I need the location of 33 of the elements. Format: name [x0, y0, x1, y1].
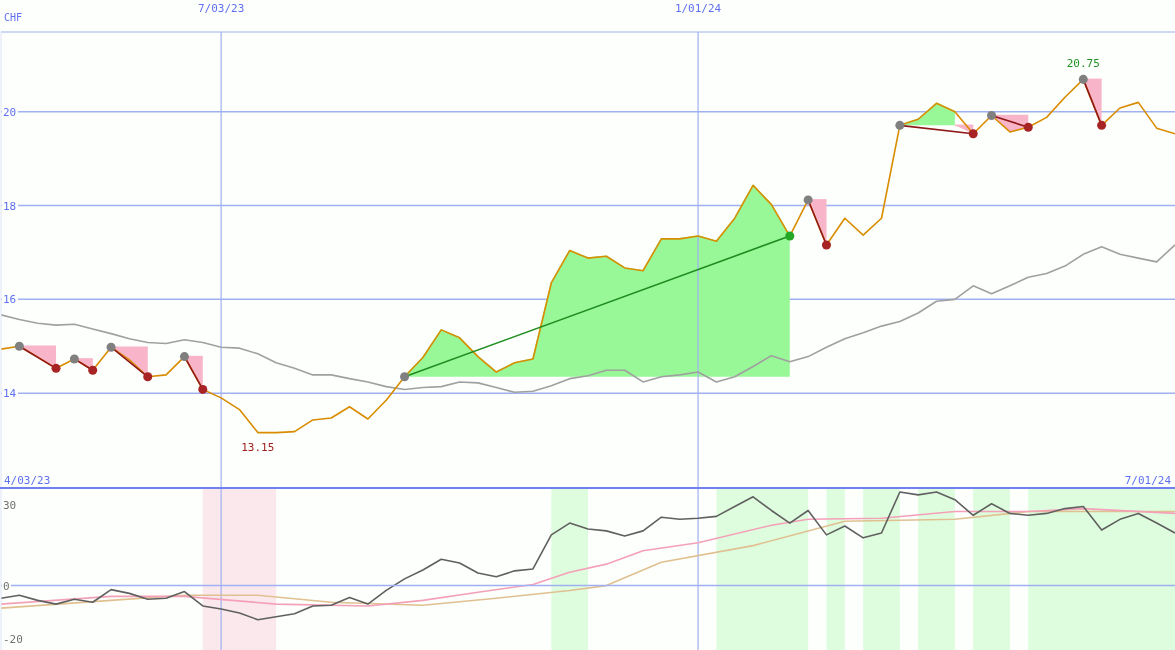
point	[14, 341, 24, 351]
annotation: 4/03/23	[4, 474, 51, 487]
point	[1078, 74, 1088, 84]
y-tick-label: -20	[3, 633, 23, 647]
y-tick-label: 14	[3, 387, 17, 401]
point	[51, 363, 61, 373]
point	[803, 195, 813, 205]
y-tick-label: 30	[3, 499, 17, 513]
point	[106, 342, 116, 352]
point	[400, 372, 410, 382]
y-tick-label: 16	[3, 293, 17, 307]
y-tick-label: 18	[3, 199, 17, 213]
annotation: 20.75	[1066, 56, 1100, 70]
point	[198, 384, 208, 394]
point	[88, 365, 98, 375]
point	[143, 372, 153, 382]
line-series	[1, 491, 1175, 621]
point	[987, 110, 997, 120]
point	[785, 231, 795, 241]
point	[69, 354, 79, 364]
y-tick-label: 20	[3, 105, 17, 119]
point	[179, 352, 189, 362]
x-tick-label: 1/01/24	[674, 2, 722, 15]
y-axis-title: CHF	[4, 12, 23, 23]
point	[968, 129, 978, 139]
point	[1023, 122, 1033, 132]
y-tick-label: 0	[3, 579, 10, 593]
point	[1097, 120, 1107, 130]
point	[895, 120, 905, 130]
annotation: 7/01/24	[1124, 474, 1171, 487]
point	[821, 240, 831, 250]
x-tick-label: 7/03/23	[197, 2, 245, 15]
annotation: 13.15	[241, 440, 275, 454]
